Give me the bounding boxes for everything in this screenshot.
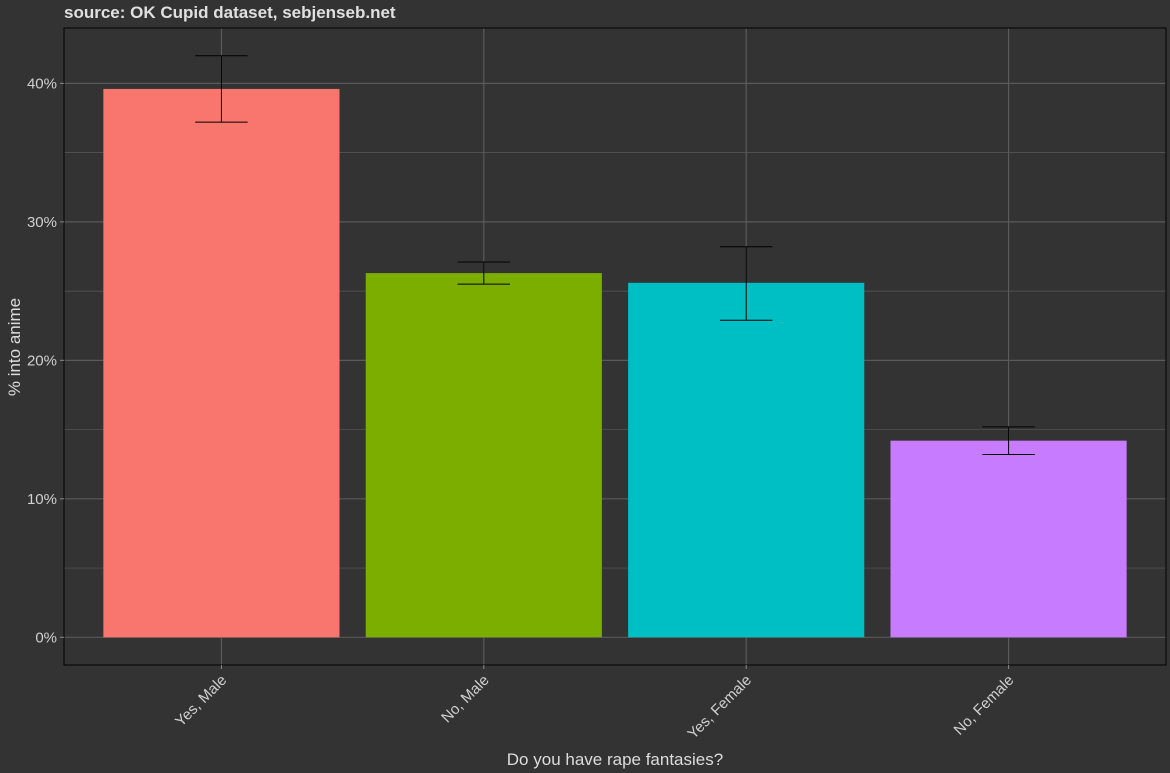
y-tick-label: 10%: [27, 491, 57, 508]
x-axis-title: Do you have rape fantasies?: [507, 750, 723, 769]
panel-border: [63, 27, 1167, 666]
bar: [890, 440, 1127, 638]
y-axis: 0% 10% 20% 30% 40%: [27, 75, 64, 646]
bar: [365, 273, 602, 638]
y-tick-label: 40%: [27, 75, 57, 92]
bar: [628, 282, 865, 638]
bars: [103, 88, 1127, 638]
y-tick-label: 30%: [27, 214, 57, 231]
bar: [103, 88, 340, 638]
error-bars: [195, 55, 1035, 456]
y-axis-title: % into anime: [5, 298, 24, 396]
chart-title: source: OK Cupid dataset, sebjenseb.net: [64, 3, 396, 22]
y-tick-label: 20%: [27, 352, 57, 369]
y-tick-label: 0%: [35, 629, 57, 646]
